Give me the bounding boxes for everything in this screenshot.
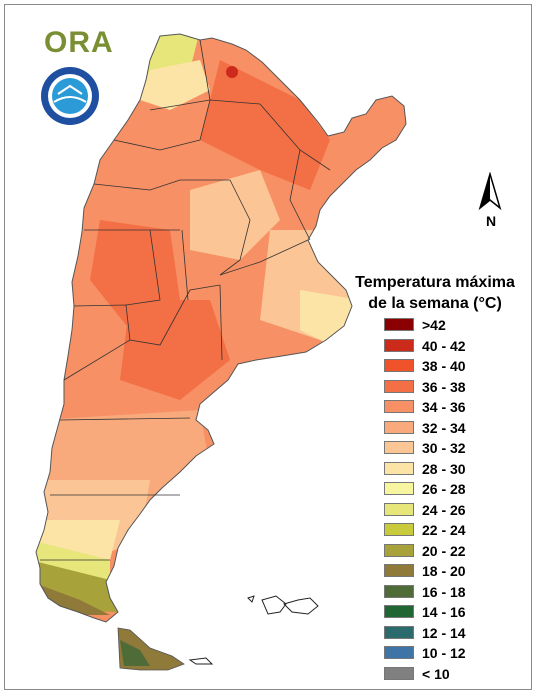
legend-label: >42 — [422, 317, 446, 333]
legend-label: 20 - 22 — [422, 542, 466, 559]
legend-title-line1: Temperatura máxima — [355, 274, 515, 291]
legend-swatch — [384, 502, 414, 516]
legend-swatch — [384, 420, 414, 434]
legend-label: 38 - 40 — [422, 358, 466, 374]
country-outline — [35, 33, 407, 623]
legend-swatch — [384, 338, 414, 352]
legend-label: 14 - 16 — [422, 604, 466, 620]
legend-swatch — [384, 625, 414, 639]
legend-label: 16 - 18 — [422, 583, 466, 600]
legend-label: 28 - 30 — [422, 460, 466, 477]
legend-swatch — [384, 318, 414, 331]
legend-label: 18 - 20 — [422, 563, 466, 579]
ora-logo: ORA — [44, 26, 114, 59]
legend-swatch — [384, 564, 414, 577]
legend-label: 26 - 28 — [422, 481, 466, 497]
legend-label: 40 - 42 — [422, 337, 466, 354]
legend-swatch — [384, 543, 414, 557]
north-label: N — [486, 213, 497, 229]
legend-swatch — [384, 646, 414, 659]
north-arrow-icon — [478, 172, 502, 211]
legend-label: 34 - 36 — [422, 399, 466, 415]
legend-swatch — [384, 441, 414, 454]
map-frame — [4, 4, 532, 690]
legend-swatch — [384, 584, 414, 598]
legend-title-line2: de la semana (°C) — [368, 295, 502, 312]
smn-seal-logo — [41, 67, 99, 125]
legend-label: 10 - 12 — [422, 645, 466, 661]
tierra-del-fuego — [117, 627, 185, 671]
province-borders — [40, 39, 331, 561]
legend-label: 30 - 32 — [422, 440, 466, 456]
legend-label: 12 - 14 — [422, 624, 466, 641]
legend-swatch — [384, 461, 414, 475]
legend-swatch — [384, 400, 414, 413]
legend-title: Temperatura máxima de la semana (°C) — [340, 272, 530, 314]
islands-outline — [188, 595, 319, 665]
legend-label: < 10 — [422, 665, 450, 682]
legend-swatch — [384, 359, 414, 372]
legend-label: 36 - 38 — [422, 378, 466, 395]
legend-label: 22 - 24 — [422, 522, 466, 538]
legend-label: 24 - 26 — [422, 501, 466, 518]
legend-swatch — [384, 482, 414, 495]
legend-swatch — [384, 523, 414, 536]
legend-swatch — [384, 605, 414, 618]
legend-swatch — [384, 379, 414, 393]
legend-label: 32 - 34 — [422, 419, 466, 436]
legend-swatch — [384, 666, 414, 680]
